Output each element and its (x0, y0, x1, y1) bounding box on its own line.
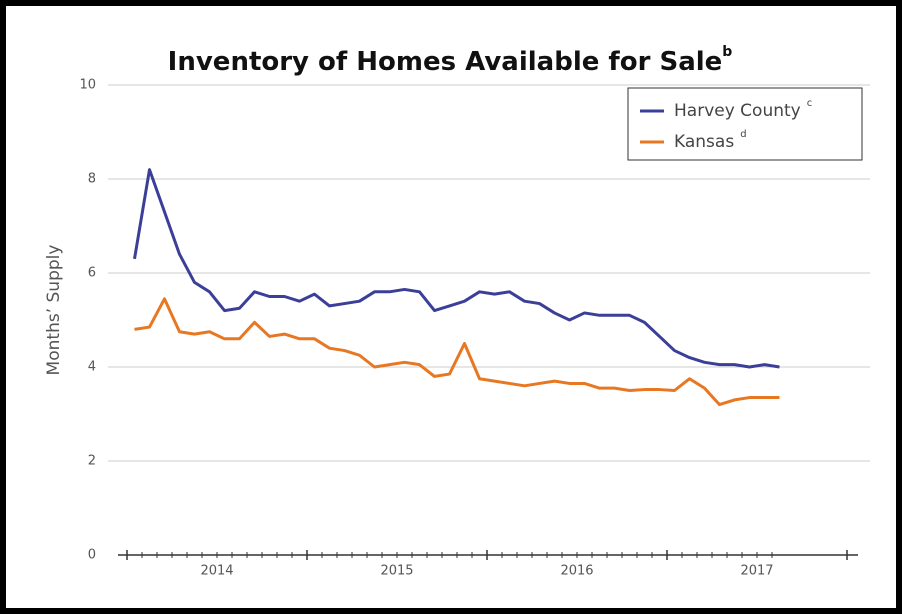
y-axis-label: Months’ Supply (44, 245, 64, 376)
y-tick-label: 8 (88, 172, 96, 187)
chart-title: Inventory of Homes Available for Saleb (168, 44, 733, 77)
y-tick-label: 2 (88, 454, 96, 469)
title-text: Inventory of Homes Available for Sale (168, 47, 723, 77)
series-line (134, 297, 780, 407)
legend-name: Kansas (674, 132, 734, 152)
legend-name: Harvey County (674, 101, 801, 121)
legend-note: c (807, 98, 813, 109)
y-tick-label: 4 (88, 360, 96, 375)
x-tick-label: 2015 (380, 564, 413, 579)
legend-label: Kansas d (674, 129, 747, 152)
y-tick-label: 10 (79, 78, 96, 93)
x-tick-label: 2017 (740, 564, 773, 579)
legend-label: Harvey County c (674, 98, 812, 121)
y-tick-label: 0 (88, 548, 96, 563)
legend-box (627, 87, 863, 161)
legend-note: d (740, 129, 746, 140)
title-note: b (722, 44, 732, 60)
series-line (133, 168, 780, 369)
x-tick-label: 2016 (560, 564, 593, 579)
x-tick-label: 2014 (200, 564, 233, 579)
y-tick-label: 6 (88, 266, 96, 281)
